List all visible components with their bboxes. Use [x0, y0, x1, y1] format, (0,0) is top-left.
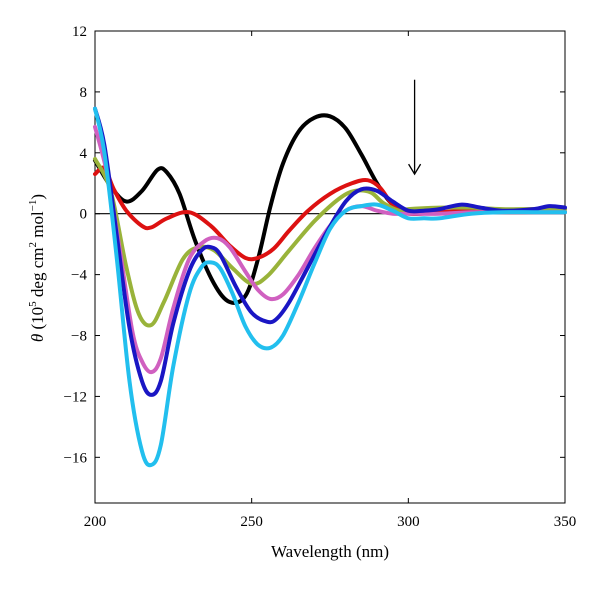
x-axis-title: Wavelength (nm): [271, 542, 389, 561]
y-tick-label: 4: [80, 146, 88, 162]
y-axis-text-close: ): [28, 194, 47, 200]
series-line-5: [93, 106, 567, 397]
y-axis-text-mid-2: mol: [28, 211, 47, 242]
arrow-head: [408, 163, 422, 176]
series-line-3: [93, 156, 567, 328]
y-axis-sup-2: 2: [27, 242, 39, 248]
series-group: [93, 106, 567, 468]
x-tick-label: 250: [240, 514, 263, 530]
y-axis-sup-3: −1: [27, 200, 39, 212]
plot-frame: [94, 30, 566, 504]
y-tick-label: 0: [80, 207, 88, 223]
x-ticks-group: 200 250 300 350: [84, 31, 577, 530]
y-axis-sup-1: 5: [27, 301, 39, 307]
y-tick-label: 8: [80, 85, 88, 101]
y-axis-symbol: θ: [28, 334, 47, 342]
annotation-arrow: [408, 79, 422, 176]
x-tick-label: 350: [554, 514, 577, 530]
series-line-6: [93, 106, 567, 468]
y-tick-label: −12: [64, 389, 87, 405]
series-line-4: [93, 124, 567, 375]
y-ticks-group: 12 8 4 0 −4 −8 −12 −16: [64, 24, 565, 466]
y-axis-title: θ (105 deg cm2 mol−1): [27, 194, 47, 342]
y-axis-text-open: (10: [28, 307, 47, 334]
x-tick-label: 300: [397, 514, 420, 530]
y-tick-label: −4: [71, 268, 87, 284]
y-tick-label: −8: [71, 329, 87, 345]
x-tick-label: 200: [84, 514, 107, 530]
y-tick-label: 12: [72, 24, 87, 40]
y-tick-label: −16: [64, 450, 88, 466]
y-axis-text-mid: deg cm: [28, 247, 47, 301]
